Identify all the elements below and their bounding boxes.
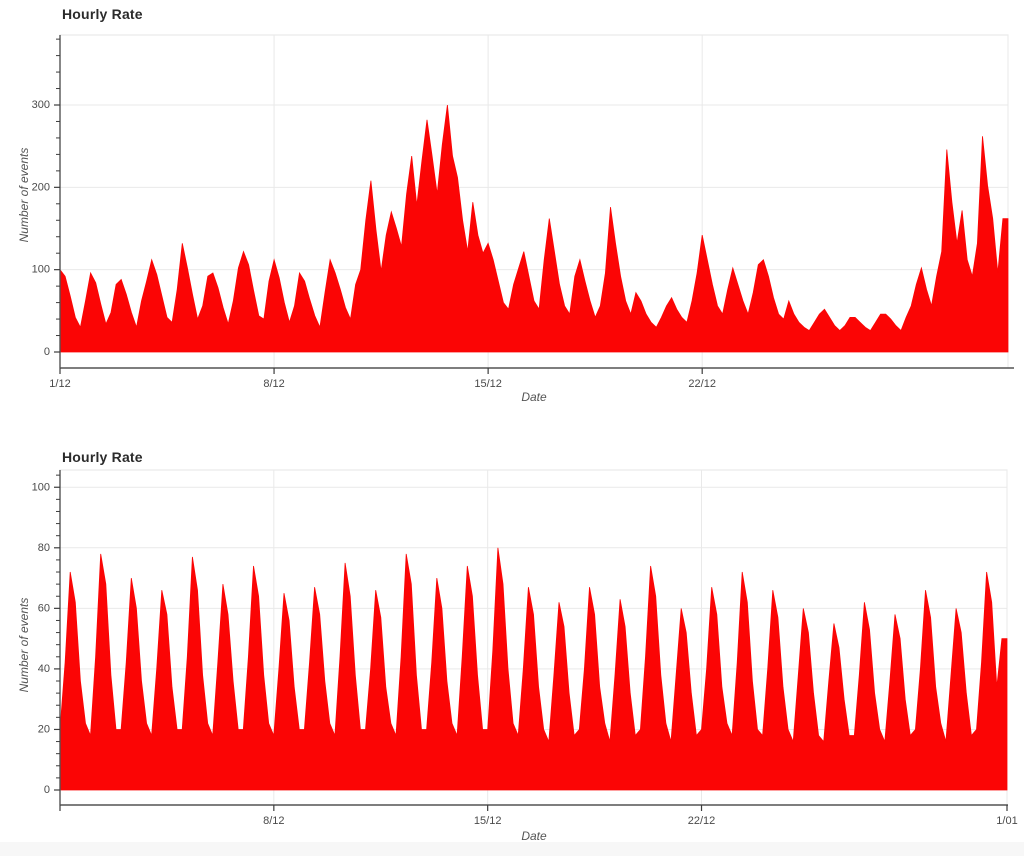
bottom-chart-y-axis-label: Number of events (17, 597, 31, 693)
y-tick-label: 100 (32, 264, 50, 276)
y-tick-label: 20 (38, 723, 50, 735)
x-tick-label: 15/12 (474, 815, 502, 827)
y-tick-label: 0 (44, 784, 50, 796)
x-tick-label: 22/12 (688, 378, 716, 390)
y-tick-label: 60 (38, 602, 50, 614)
x-tick-label: 1/01 (996, 815, 1017, 827)
event-rate-series (59, 547, 1008, 791)
x-tick-label: 8/12 (263, 815, 284, 827)
y-tick-label: 0 (44, 346, 50, 358)
bottom-chart-title: Hourly Rate (62, 449, 143, 465)
x-tick-label: 22/12 (688, 815, 716, 827)
y-tick-label: 40 (38, 663, 50, 675)
top-chart-x-axis-label: Date (521, 390, 547, 404)
x-tick-label: 1/12 (49, 378, 70, 390)
page-bottom-strip (0, 842, 1024, 856)
top-chart-y-axis-label: Number of events (17, 147, 31, 243)
event-rate-series (59, 104, 1009, 353)
y-tick-label: 300 (32, 99, 50, 111)
x-tick-label: 15/12 (474, 378, 502, 390)
bottom-chart-x-axis-label: Date (521, 829, 547, 843)
y-tick-label: 80 (38, 542, 50, 554)
x-tick-label: 8/12 (263, 378, 284, 390)
top-chart-title: Hourly Rate (62, 6, 143, 22)
y-tick-label: 100 (32, 481, 50, 493)
y-tick-label: 200 (32, 181, 50, 193)
